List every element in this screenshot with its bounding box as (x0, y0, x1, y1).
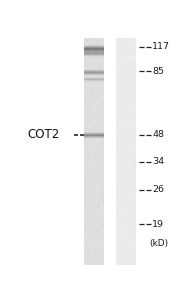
Text: 26: 26 (152, 185, 164, 194)
Text: 34: 34 (152, 158, 164, 166)
Text: 117: 117 (152, 42, 170, 51)
Text: (kD): (kD) (149, 239, 168, 248)
Text: 48: 48 (152, 130, 164, 139)
Text: 85: 85 (152, 67, 164, 76)
Text: 19: 19 (152, 220, 164, 229)
Text: COT2: COT2 (27, 128, 59, 141)
